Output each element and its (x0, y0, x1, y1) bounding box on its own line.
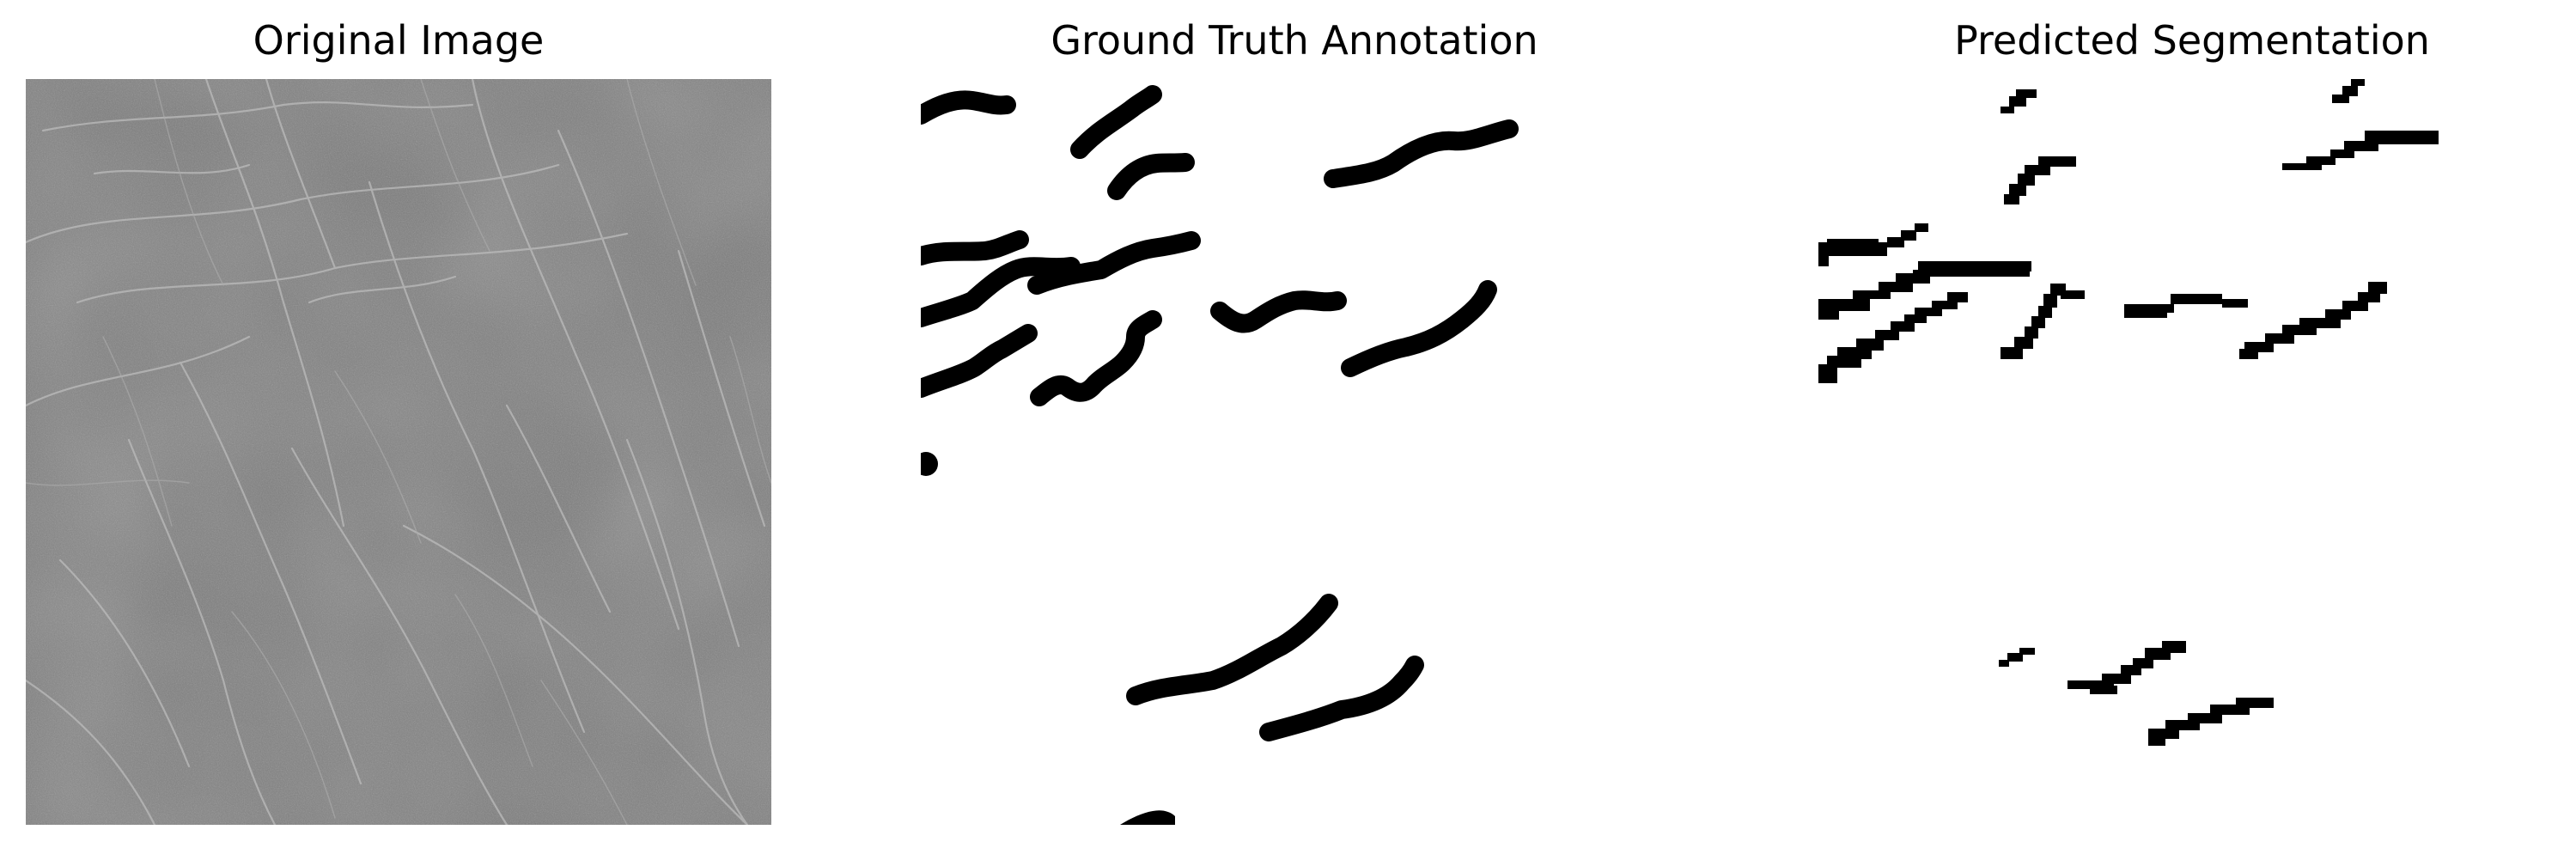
gt-crack (921, 257, 1081, 327)
prediction-title: Predicted Segmentation (1954, 17, 2430, 64)
gt-crack (921, 90, 1016, 125)
gt-crack (1126, 594, 1338, 705)
gt-blob (921, 452, 938, 476)
gt-crack-partial (1120, 810, 1175, 825)
original-image (26, 79, 771, 825)
original-image-title: Original Image (253, 17, 545, 64)
gt-crack (1259, 656, 1424, 741)
gt-crack (1107, 153, 1195, 200)
predicted-mask (1818, 79, 2566, 825)
gt-crack (1324, 119, 1519, 188)
original-image-panel (26, 79, 771, 825)
gt-crack (1070, 85, 1162, 159)
gt-crack (1341, 280, 1497, 377)
gt-crack (1210, 290, 1347, 333)
ground-truth-panel (921, 79, 1668, 825)
gt-crack (1030, 310, 1162, 406)
ground-truth-mask (921, 79, 1668, 825)
gt-crack (1027, 231, 1201, 295)
ground-truth-title: Ground Truth Annotation (1050, 17, 1538, 64)
gt-crack (921, 230, 1029, 265)
gt-crack (921, 324, 1038, 398)
prediction-panel (1818, 79, 2566, 825)
pred-segments (1818, 79, 2439, 746)
